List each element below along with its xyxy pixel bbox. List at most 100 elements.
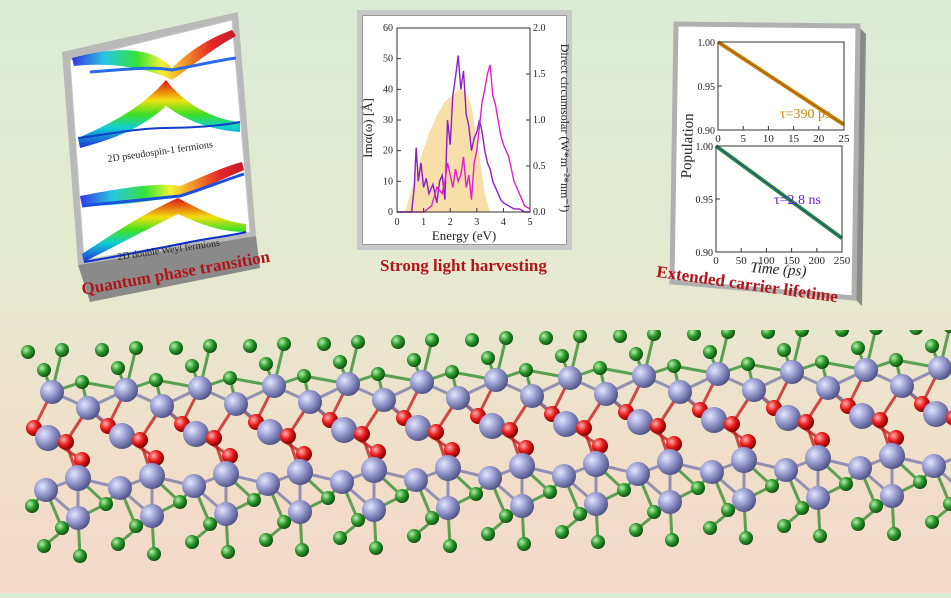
- metal-atom: [213, 461, 239, 487]
- green-atom: [333, 531, 347, 545]
- y-tick-label: 10: [383, 176, 393, 187]
- y-tick-label: 0.95: [696, 195, 714, 206]
- metal-atom: [923, 401, 949, 427]
- x-tick-label: 25: [839, 133, 851, 145]
- metal-atom: [262, 374, 286, 398]
- lower-cone-surface: [78, 80, 240, 148]
- metal-atom: [732, 488, 756, 512]
- metal-atom: [287, 459, 313, 485]
- metal-atom: [114, 378, 138, 402]
- metal-atom: [584, 492, 608, 516]
- green-atom: [369, 541, 383, 555]
- green-atom: [425, 333, 439, 347]
- metal-atom: [700, 460, 724, 484]
- green-atom: [777, 519, 791, 533]
- y-tick-label: 1.00: [698, 38, 716, 49]
- metal-atom: [706, 362, 730, 386]
- red-atom: [428, 424, 444, 440]
- y2-tick-label: 1.5: [533, 69, 546, 80]
- metal-atom: [108, 476, 132, 500]
- y-tick-label: 0.90: [698, 126, 716, 137]
- metal-atom: [775, 405, 801, 431]
- metal-atom: [331, 417, 357, 443]
- green-atom: [835, 323, 849, 337]
- red-atom: [798, 414, 814, 430]
- red-atom: [444, 442, 460, 458]
- tau-bottom-annotation: τ=2.8 ns: [774, 193, 821, 208]
- metal-atom: [731, 447, 757, 473]
- green-atom: [591, 535, 605, 549]
- metal-atom: [626, 462, 650, 486]
- metal-atom: [65, 465, 91, 491]
- green-atom: [111, 537, 125, 551]
- y-tick-label: 0.90: [696, 248, 714, 259]
- metal-atom: [558, 366, 582, 390]
- metal-atom: [139, 463, 165, 489]
- green-atom: [185, 359, 199, 373]
- green-atom: [95, 343, 109, 357]
- absorption-chart-frame: 0 1 2 3 4 5 0 10 20 30 40 50 60 0.0 0.5 1.0 1.5 2.0 Imα(ω…: [357, 10, 572, 250]
- lifetime-chart-frame: 0 5 10 15 20 25 0.90 0.95 1.00 0 50 100 150 200 250 0.9…: [666, 20, 866, 310]
- metal-atom: [854, 358, 878, 382]
- decay-fit-bottom: [715, 145, 843, 239]
- green-atom: [203, 517, 217, 531]
- metal-atom: [372, 388, 396, 412]
- red-atom: [132, 432, 148, 448]
- green-atom: [149, 373, 163, 387]
- metal-atom: [188, 376, 212, 400]
- metal-atom: [849, 403, 875, 429]
- green-atom: [543, 485, 557, 499]
- metal-atom: [336, 372, 360, 396]
- x-tick-label: 250: [834, 255, 851, 267]
- green-atom: [909, 321, 923, 335]
- metal-atom: [520, 384, 544, 408]
- red-atom: [502, 422, 518, 438]
- metal-atom: [583, 451, 609, 477]
- metal-atom: [774, 458, 798, 482]
- metal-atom: [405, 415, 431, 441]
- metal-atom: [479, 413, 505, 439]
- y2-tick-label: 0.0: [533, 207, 546, 218]
- metal-atom: [668, 380, 692, 404]
- y2-tick-label: 0.5: [533, 161, 546, 172]
- metal-atom: [404, 468, 428, 492]
- metal-atom: [509, 453, 535, 479]
- green-atom: [721, 503, 735, 517]
- red-atom: [370, 444, 386, 460]
- green-atom: [481, 527, 495, 541]
- green-atom: [37, 539, 51, 553]
- x-tick-label: 5: [740, 133, 746, 145]
- red-atom: [206, 430, 222, 446]
- energy-xlabel: Energy (eV): [432, 228, 496, 243]
- metal-atom: [435, 455, 461, 481]
- metal-atom: [288, 500, 312, 524]
- weyl-upper-surface: [80, 162, 244, 206]
- time-xlabel: Time (ps): [750, 260, 807, 280]
- absorption-series-2: [397, 64, 531, 213]
- green-atom: [203, 339, 217, 353]
- crystal-lattice: [21, 319, 951, 563]
- y-tick-label: 20: [383, 146, 393, 157]
- red-atom: [576, 420, 592, 436]
- green-atom: [277, 515, 291, 529]
- y-tick-label: 60: [383, 23, 393, 34]
- metal-atom: [150, 394, 174, 418]
- x-tick-label: 20: [813, 133, 825, 145]
- green-atom: [223, 371, 237, 385]
- y-tick-label: 50: [383, 54, 393, 65]
- green-atom: [351, 513, 365, 527]
- metal-atom: [140, 504, 164, 528]
- green-atom: [517, 537, 531, 551]
- green-atom: [371, 367, 385, 381]
- metal-atom: [34, 478, 58, 502]
- green-atom: [629, 523, 643, 537]
- x-tick-label: 0: [715, 133, 721, 145]
- green-atom: [21, 345, 35, 359]
- metal-atom: [478, 466, 502, 490]
- metal-atom: [330, 470, 354, 494]
- metal-atom: [848, 456, 872, 480]
- green-atom: [469, 487, 483, 501]
- green-atom: [295, 543, 309, 557]
- green-atom: [913, 475, 927, 489]
